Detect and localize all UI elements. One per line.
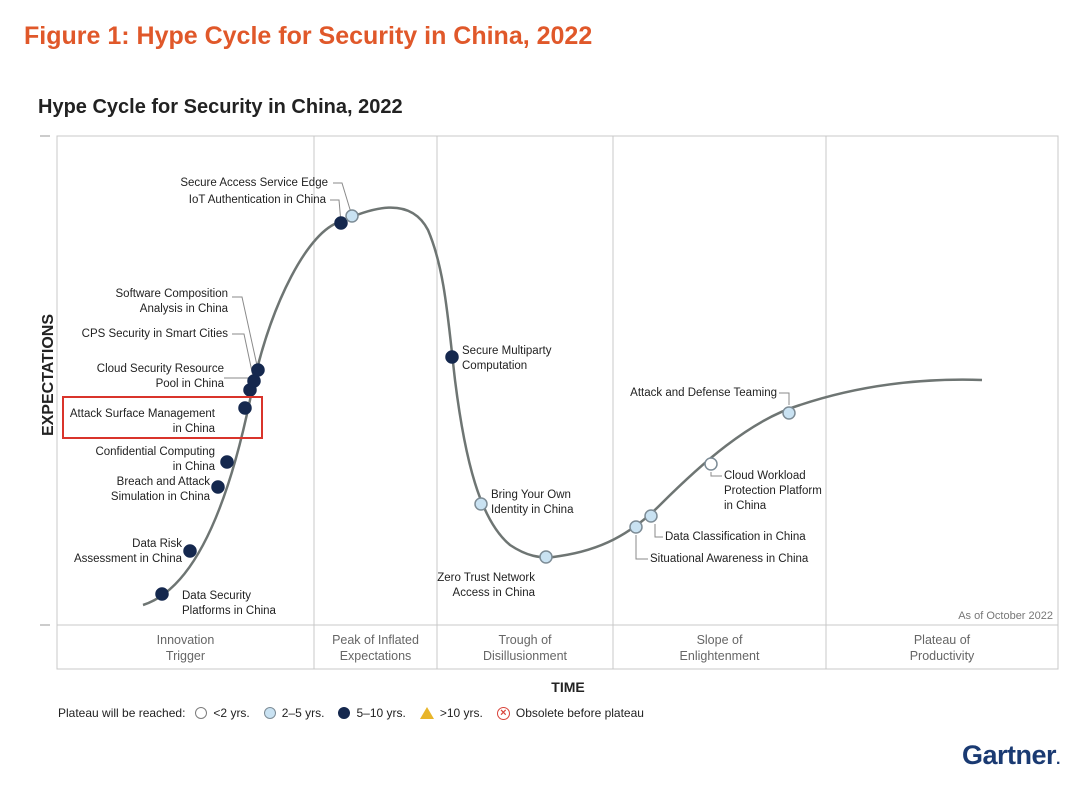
tech-point-confidential-computing-in-china: [220, 455, 234, 469]
tech-label-cloud-workload-protection-platform-in-china: Cloud Workload Protection Platform in Chin…: [724, 470, 822, 512]
tech-label-data-classification-in-china: Data Classification in China: [665, 531, 806, 543]
tech-label-cps-security-in-smart-cities: CPS Security in Smart Cities: [82, 328, 229, 340]
as-of-label: As of October 2022: [958, 610, 1053, 622]
tech-point-data-security-platforms-in-china: [155, 587, 169, 601]
legend: Plateau will be reached: <2 yrs. 2–5 yrs…: [58, 706, 658, 720]
leader-line-attack-and-defense-teaming: [779, 392, 790, 405]
tech-label-attack-surface-management-in-china: Attack Surface Management in China: [70, 408, 216, 435]
leader-line-iot-authentication-in-china: [330, 199, 342, 224]
legend-label: Obsolete before plateau: [515, 706, 644, 720]
figure-title: Figure 1: Hype Cycle for Security in Chi…: [24, 22, 593, 50]
legend-label: <2 yrs.: [213, 706, 250, 720]
tech-label-breach-and-attack-simulation-in-china: Breach and Attack Simulation in China: [111, 476, 211, 503]
tech-point-data-risk-assessment-in-china: [183, 544, 197, 558]
tech-point-software-composition-analysis-in-china: [251, 363, 265, 377]
leader-line-software-composition-analysis-in-china: [232, 296, 259, 371]
tech-point-zero-trust-network-access-in-china: [539, 550, 553, 564]
tech-point-secure-multiparty-computation: [445, 350, 459, 364]
tech-point-cloud-workload-protection-platform-in-china: [704, 457, 718, 471]
brand-name: Gartner: [962, 740, 1057, 770]
tech-point-bring-your-own-identity-in-china: [474, 497, 488, 511]
tech-label-situational-awareness-in-china: Situational Awareness in China: [650, 553, 809, 565]
tech-point-attack-and-defense-teaming: [782, 406, 796, 420]
legend-item-under-2: <2 yrs.: [195, 706, 250, 720]
light-blue-circle-icon: [263, 707, 276, 719]
yellow-triangle-icon: [419, 707, 434, 719]
chart-title: Hype Cycle for Security in China, 2022: [38, 96, 403, 118]
tech-label-cloud-security-resource-pool-in-china: Cloud Security Resource Pool in China: [97, 363, 225, 390]
gartner-logo: Gartner.: [962, 740, 1060, 771]
phase-band: [56, 624, 1059, 670]
tech-label-bring-your-own-identity-in-china: Bring Your Own Identity in China: [491, 489, 574, 516]
tech-label-secure-access-service-edge: Secure Access Service Edge: [180, 177, 328, 189]
tech-label-data-risk-assessment-in-china: Data Risk Assessment in China: [74, 538, 183, 565]
tech-label-confidential-computing-in-china: Confidential Computing in China: [95, 446, 215, 473]
legend-item-2-5: 2–5 yrs.: [263, 706, 325, 720]
phase-label-peak-of-inflated-expectations: Peak of Inflated Expectations: [332, 633, 419, 663]
y-axis-label: EXPECTATIONS: [40, 314, 57, 436]
tech-point-secure-access-service-edge: [345, 209, 359, 223]
legend-label: >10 yrs.: [439, 706, 483, 720]
tech-point-cps-security-in-smart-cities: [247, 374, 261, 388]
x-axis-label: TIME: [551, 679, 584, 695]
red-x-circle-icon: ×: [496, 706, 510, 720]
dark-blue-circle-icon: [338, 707, 351, 719]
leader-line-situational-awareness-in-china: [635, 535, 648, 560]
hype-curve: [142, 206, 983, 607]
plot-frame: [56, 135, 1059, 626]
legend-item-obsolete: × Obsolete before plateau: [496, 706, 644, 720]
legend-label: 2–5 yrs.: [281, 706, 325, 720]
tech-point-attack-surface-management-in-china: [238, 401, 252, 415]
phase-label-innovation-trigger: Innovation Trigger: [157, 633, 215, 663]
highlight-box: [62, 396, 263, 439]
tech-label-attack-and-defense-teaming: Attack and Defense Teaming: [630, 387, 777, 399]
legend-title: Plateau will be reached:: [58, 706, 186, 720]
tech-label-software-composition-analysis-in-china: Software Composition Analysis in China: [116, 288, 229, 315]
leader-line-cloud-workload-protection-platform-in-china: [710, 472, 722, 477]
tech-point-data-classification-in-china: [644, 509, 658, 523]
tech-point-iot-authentication-in-china: [334, 216, 348, 230]
phase-label-trough-of-disillusionment: Trough of Disillusionment: [483, 633, 568, 663]
tech-label-secure-multiparty-computation: Secure Multiparty Computation: [462, 345, 552, 372]
tech-label-iot-authentication-in-china: IoT Authentication in China: [189, 194, 327, 206]
leader-line-cps-security-in-smart-cities: [232, 333, 255, 382]
hype-cycle-chart: EXPECTATIONS TIME As of October 2022 Inn…: [40, 135, 1059, 695]
tech-label-data-security-platforms-in-china: Data Security Platforms in China: [182, 590, 277, 617]
phase-label-slope-of-enlightenment: Slope of Enlightenment: [680, 633, 760, 663]
leader-line-data-classification-in-china: [654, 524, 663, 538]
legend-item-5-10: 5–10 yrs.: [338, 706, 406, 720]
tech-label-zero-trust-network-access-in-china: Zero Trust Network Access in China: [437, 572, 535, 599]
leader-line-secure-access-service-edge: [333, 182, 353, 217]
tech-point-breach-and-attack-simulation-in-china: [211, 480, 225, 494]
brand-mark: .: [1056, 751, 1060, 768]
phase-label-plateau-of-productivity: Plateau of Productivity: [910, 633, 975, 663]
tech-point-situational-awareness-in-china: [629, 520, 643, 534]
legend-item-over-10: >10 yrs.: [419, 706, 483, 720]
white-circle-icon: [195, 707, 208, 719]
legend-label: 5–10 yrs.: [356, 706, 406, 720]
